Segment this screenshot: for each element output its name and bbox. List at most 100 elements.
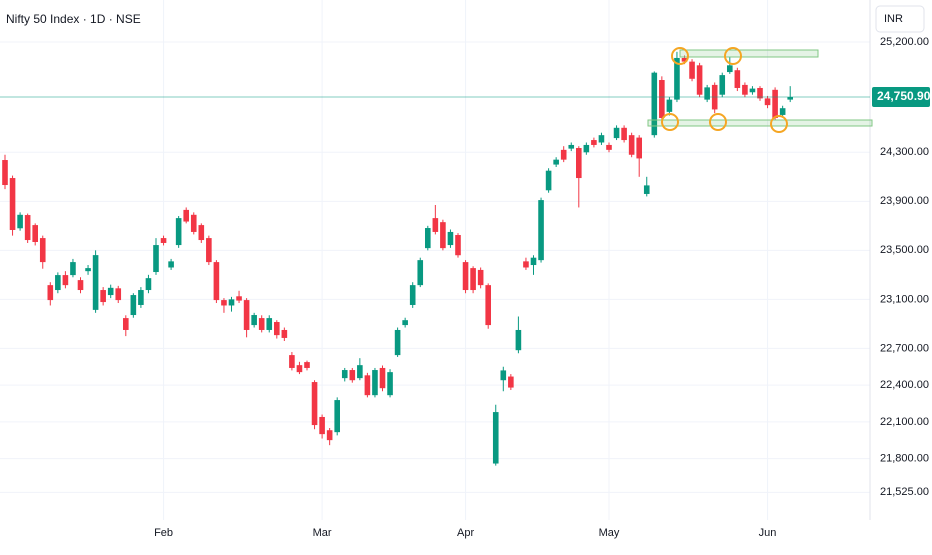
candle-body	[160, 238, 167, 243]
candle-body	[243, 300, 250, 330]
y-tick-label: 22,700.00	[880, 342, 929, 354]
candle-body	[651, 72, 658, 136]
candle-body	[470, 268, 476, 291]
candle-body	[425, 228, 431, 249]
candle-body	[772, 89, 778, 118]
candle-body	[734, 70, 741, 88]
y-tick-label: 23,500.00	[880, 244, 929, 256]
currency-label: INR	[884, 13, 903, 25]
candle-body	[47, 285, 54, 301]
candle-body	[787, 97, 793, 100]
x-tick-label: Feb	[154, 527, 173, 539]
y-tick-label: 22,100.00	[880, 416, 929, 428]
candle-body	[643, 185, 650, 194]
y-tick-label: 21,800.00	[880, 453, 929, 465]
candle-body	[553, 159, 559, 165]
candle-body	[115, 288, 122, 301]
candle-body	[477, 269, 484, 286]
grid	[0, 0, 870, 520]
candle-body	[55, 275, 61, 291]
candle-body	[92, 255, 99, 310]
candle-body	[357, 365, 363, 379]
y-tick-label: 25,200.00	[880, 36, 929, 48]
candle-body	[349, 370, 356, 381]
candle-body	[545, 170, 552, 191]
highlight-circle	[724, 47, 742, 65]
candle-body	[394, 329, 401, 356]
candle-body	[198, 225, 205, 241]
candle-body	[432, 218, 439, 232]
candle-body	[560, 149, 567, 160]
candle-body	[621, 127, 627, 141]
candle-body	[508, 376, 514, 388]
candle-body	[462, 262, 469, 291]
candle-body	[213, 262, 220, 301]
x-tick-label: Mar	[313, 527, 332, 539]
y-tick-label: 21,525.00	[880, 486, 929, 498]
highlight-circle	[671, 47, 689, 65]
candle-body	[500, 370, 507, 381]
candle-body	[341, 370, 348, 379]
candle-body	[606, 144, 612, 150]
candle-body	[598, 135, 605, 143]
candle-body	[742, 84, 748, 95]
candle-body	[138, 290, 144, 305]
candle-body	[749, 88, 756, 93]
candle-body	[62, 275, 69, 286]
highlight-circle	[661, 113, 679, 131]
candle-body	[387, 372, 393, 396]
candle-body	[417, 260, 424, 286]
candle-body	[764, 98, 771, 106]
candle-body	[681, 57, 688, 62]
currency-box[interactable]	[875, 5, 925, 33]
zones	[647, 47, 873, 133]
candle-body	[757, 87, 763, 99]
candle-body	[613, 127, 620, 139]
y-tick-label: 22,400.00	[880, 379, 929, 391]
candle-body	[689, 61, 695, 79]
x-tick-label: Apr	[457, 527, 474, 539]
candle-body	[409, 285, 416, 305]
candle-body	[326, 430, 333, 441]
x-tick-label: Jun	[759, 527, 777, 539]
candle-body	[591, 140, 597, 145]
candle-body	[228, 299, 235, 306]
candle-body	[289, 355, 295, 368]
candle-body	[576, 148, 582, 179]
candle-body	[39, 238, 46, 263]
candle-body	[568, 144, 575, 149]
candle-body	[168, 261, 174, 268]
candle-body	[266, 318, 273, 330]
candle-body	[447, 231, 454, 246]
highlight-circle	[709, 113, 727, 131]
last-price-label: 24,750.90	[877, 89, 931, 103]
candle-body	[221, 300, 227, 306]
candle-body	[779, 108, 786, 115]
candle-body	[274, 322, 280, 336]
resistance-zone	[679, 49, 819, 58]
candles	[2, 51, 793, 466]
last-price-box	[872, 87, 930, 108]
candle-body	[190, 214, 197, 232]
candle-body	[334, 400, 340, 433]
highlight-circle	[770, 115, 788, 133]
candle-body	[70, 262, 76, 276]
candle-body	[24, 215, 31, 241]
candle-body	[32, 225, 38, 242]
candle-body	[727, 65, 733, 73]
candle-body	[319, 416, 325, 435]
candle-body	[304, 362, 310, 368]
candle-body	[674, 57, 680, 100]
candle-body	[153, 245, 159, 273]
candle-body	[9, 178, 16, 230]
candle-body	[515, 329, 522, 351]
y-tick-label: 23,900.00	[880, 195, 929, 207]
candle-body	[296, 365, 303, 373]
candle-body	[175, 218, 182, 246]
x-tick-label: May	[599, 527, 620, 539]
chart-title: Nifty 50 Index · 1D · NSE	[6, 12, 141, 26]
candle-body	[251, 315, 257, 326]
candle-body	[538, 200, 544, 261]
candle-body	[107, 287, 114, 296]
